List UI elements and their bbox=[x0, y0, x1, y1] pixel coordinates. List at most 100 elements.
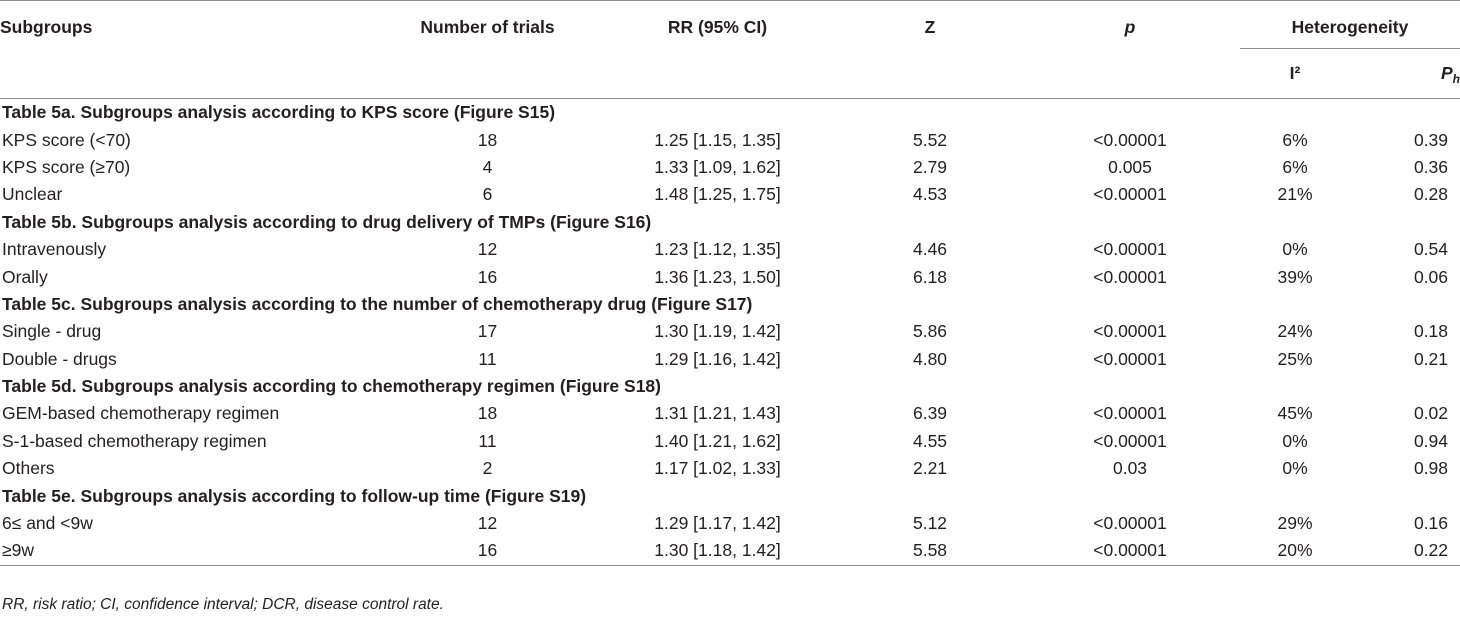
cell-z: 4.80 bbox=[912, 348, 948, 369]
table-row: Others 2 1.17 [1.02, 1.33] 2.21 0.03 0% 0.98 bbox=[0, 455, 1460, 482]
cell-p: <0.00001 bbox=[1093, 348, 1167, 369]
cell-rr: 1.25 [1.15, 1.35] bbox=[654, 129, 781, 150]
table-body: Table 5a. Subgroups analysis according t… bbox=[0, 99, 1460, 566]
cell-rr: 1.33 [1.09, 1.62] bbox=[654, 156, 781, 177]
cell-p: <0.00001 bbox=[1093, 266, 1167, 287]
cell-ph: 0.94 bbox=[1413, 430, 1449, 451]
section-header-row: Table 5b. Subgroups analysis according t… bbox=[0, 209, 1460, 236]
cell-subgroup: Double - drugs bbox=[2, 348, 117, 369]
cell-rr: 1.31 [1.21, 1.43] bbox=[654, 403, 781, 424]
cell-z: 5.86 bbox=[912, 321, 948, 342]
cell-p: 0.03 bbox=[1112, 458, 1148, 479]
cell-rr: 1.29 [1.16, 1.42] bbox=[654, 348, 781, 369]
cell-rr: 1.30 [1.18, 1.42] bbox=[595, 537, 840, 566]
cell-subgroup: ≥9w bbox=[0, 537, 380, 566]
table-row: ≥9w 16 1.30 [1.18, 1.42] 5.58 <0.00001 20% 0.2… bbox=[0, 537, 1460, 566]
cell-p: <0.00001 bbox=[1020, 537, 1240, 566]
cell-subgroup: Others bbox=[2, 458, 55, 479]
cell-z: 6.18 bbox=[912, 266, 948, 287]
cell-rr: 1.40 [1.21, 1.62] bbox=[654, 430, 781, 451]
cell-ph: 0.16 bbox=[1413, 513, 1449, 534]
cell-rr: 1.23 [1.12, 1.35] bbox=[654, 239, 781, 260]
cell-ph: 0.28 bbox=[1413, 184, 1449, 205]
cell-z: 5.12 bbox=[912, 513, 948, 534]
cell-number-of-trials: 18 bbox=[477, 129, 498, 150]
cell-z: 4.53 bbox=[912, 184, 948, 205]
cell-z: 2.79 bbox=[912, 156, 948, 177]
section-title: Table 5e. Subgroups analysis according t… bbox=[2, 485, 587, 506]
cell-ph: 0.39 bbox=[1413, 129, 1449, 150]
table-row: Orally 16 1.36 [1.23, 1.50] 6.18 <0.00001 39%… bbox=[0, 263, 1460, 290]
cell-z: 4.46 bbox=[912, 239, 948, 260]
cell-rr: 1.30 [1.19, 1.42] bbox=[654, 321, 781, 342]
cell-ph: 0.22 bbox=[1350, 537, 1460, 566]
cell-i2: 24% bbox=[1277, 321, 1313, 342]
cell-number-of-trials: 12 bbox=[477, 513, 498, 534]
header-rr: RR (95% CI) bbox=[595, 0, 840, 49]
table-row: S-1-based chemotherapy regimen 11 1.40 [1.… bbox=[0, 428, 1460, 455]
cell-ph: 0.06 bbox=[1413, 266, 1449, 287]
cell-number-of-trials: 12 bbox=[477, 239, 498, 260]
cell-ph: 0.36 bbox=[1413, 156, 1449, 177]
table-row: 6≤ and <9w 12 1.29 [1.17, 1.42] 5.12 <0.0000… bbox=[0, 510, 1460, 537]
cell-p: <0.00001 bbox=[1093, 239, 1167, 260]
cell-z: 6.39 bbox=[912, 403, 948, 424]
cell-rr: 1.29 [1.17, 1.42] bbox=[654, 513, 781, 534]
table-row: Intravenously 12 1.23 [1.12, 1.35] 4.46 <0.0… bbox=[0, 236, 1460, 263]
cell-number-of-trials: 2 bbox=[482, 458, 493, 479]
cell-number-of-trials: 4 bbox=[482, 156, 493, 177]
header-spacer bbox=[380, 48, 595, 99]
cell-p: 0.005 bbox=[1108, 156, 1152, 177]
cell-z: 4.55 bbox=[912, 430, 948, 451]
cell-ph: 0.98 bbox=[1413, 458, 1449, 479]
cell-number-of-trials: 6 bbox=[482, 184, 493, 205]
cell-i2: 39% bbox=[1277, 266, 1313, 287]
cell-subgroup: 6≤ and <9w bbox=[2, 513, 93, 534]
cell-subgroup: S-1-based chemotherapy regimen bbox=[2, 430, 267, 451]
header-heterogeneity-label: Heterogeneity bbox=[1291, 17, 1409, 37]
header-p: p bbox=[1020, 0, 1240, 49]
cell-i2: 0% bbox=[1282, 458, 1308, 479]
section-header-row: Table 5c. Subgroups analysis according t… bbox=[0, 291, 1460, 318]
cell-p: <0.00001 bbox=[1093, 403, 1167, 424]
cell-i2: 20% bbox=[1240, 537, 1350, 566]
header-spacer bbox=[0, 48, 380, 99]
table-row: Double - drugs 11 1.29 [1.16, 1.42] 4.80 <0.… bbox=[0, 346, 1460, 373]
section-title: Table 5d. Subgroups analysis according t… bbox=[2, 376, 661, 397]
table-row: Unclear 6 1.48 [1.25, 1.75] 4.53 <0.00001 21%… bbox=[0, 181, 1460, 208]
table-row: Single - drug 17 1.30 [1.19, 1.42] 5.86 <0.0… bbox=[0, 318, 1460, 345]
header-ph-main: P bbox=[1440, 63, 1453, 83]
header-i2: I² bbox=[1240, 48, 1350, 99]
cell-i2: 45% bbox=[1277, 403, 1313, 424]
cell-i2: 29% bbox=[1277, 513, 1313, 534]
header-heterogeneity: Heterogeneity bbox=[1240, 0, 1460, 49]
cell-number-of-trials: 18 bbox=[477, 403, 498, 424]
subgroup-analysis-table: Subgroups Number of trials RR (95% CI) Z… bbox=[0, 0, 1460, 566]
cell-subgroup: Intravenously bbox=[2, 239, 107, 260]
cell-number-of-trials: 11 bbox=[478, 430, 497, 451]
cell-ph: 0.54 bbox=[1413, 239, 1449, 260]
cell-z: 5.52 bbox=[912, 129, 948, 150]
section-header-row: Table 5a. Subgroups analysis according t… bbox=[0, 99, 1460, 127]
header-subgroups: Subgroups bbox=[0, 0, 380, 49]
cell-p: <0.00001 bbox=[1093, 321, 1167, 342]
table-row: GEM-based chemotherapy regimen 18 1.31 [1.… bbox=[0, 400, 1460, 427]
section-title: Table 5a. Subgroups analysis according t… bbox=[2, 102, 556, 123]
cell-i2: 6% bbox=[1282, 129, 1308, 150]
cell-rr: 1.17 [1.02, 1.33] bbox=[654, 458, 781, 479]
header-spacer bbox=[595, 48, 840, 99]
section-title: Table 5b. Subgroups analysis according t… bbox=[2, 211, 652, 232]
cell-number-of-trials: 17 bbox=[477, 321, 498, 342]
cell-i2: 25% bbox=[1277, 348, 1313, 369]
header-spacer bbox=[1020, 48, 1240, 99]
cell-subgroup: Single - drug bbox=[2, 321, 102, 342]
cell-p: <0.00001 bbox=[1093, 513, 1167, 534]
cell-subgroup: GEM-based chemotherapy regimen bbox=[2, 403, 280, 424]
section-header-row: Table 5d. Subgroups analysis according t… bbox=[0, 373, 1460, 400]
cell-subgroup: KPS score (≥70) bbox=[2, 156, 131, 177]
cell-i2: 0% bbox=[1282, 239, 1308, 260]
header-spacer bbox=[840, 48, 1020, 99]
cell-i2: 0% bbox=[1282, 430, 1308, 451]
section-title: Table 5c. Subgroups analysis according t… bbox=[2, 293, 753, 314]
cell-rr: 1.36 [1.23, 1.50] bbox=[654, 266, 781, 287]
